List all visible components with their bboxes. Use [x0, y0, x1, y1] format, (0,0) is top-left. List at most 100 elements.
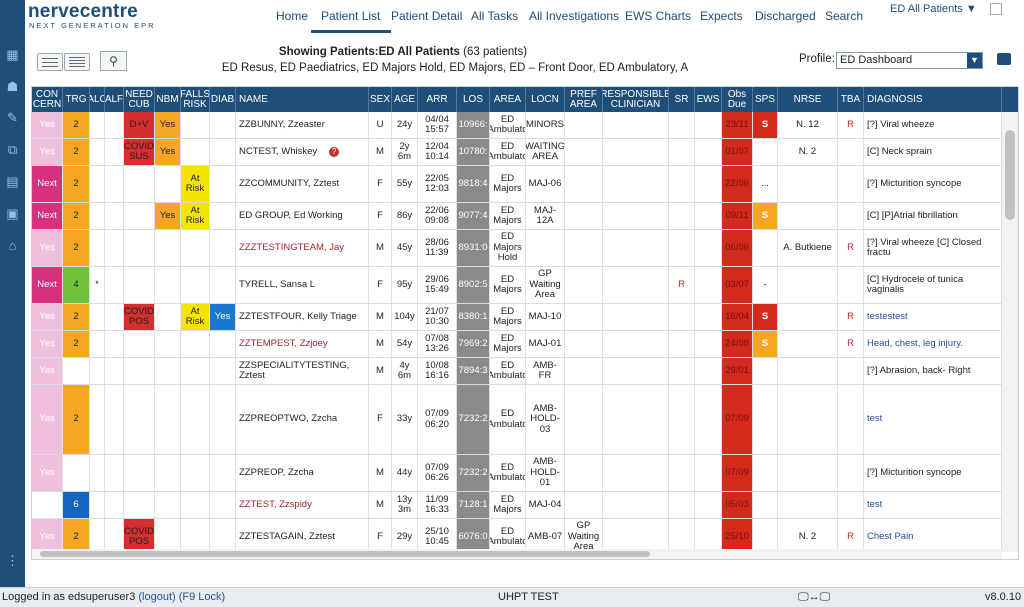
table-row[interactable]: Yes 2 COVID POS ZZTESTAGAIN, Zztest F 29y 25/1… — [32, 519, 1002, 552]
cell-name[interactable]: ED GROUP, Ed Working — [236, 203, 369, 229]
nav-ews-charts[interactable]: EWS Charts — [625, 9, 692, 23]
cell-concern: Yes — [32, 112, 63, 138]
horizontal-scrollbar[interactable] — [32, 549, 1002, 559]
col-header-nurse[interactable]: NRSE — [778, 87, 838, 112]
col-header-name[interactable]: NAME — [236, 87, 369, 112]
syringe-icon[interactable]: ✎ — [7, 110, 18, 125]
col-header-tba[interactable]: TBA — [838, 87, 864, 112]
cell-name[interactable]: ZZBUNNY, Zzeaster — [236, 112, 369, 138]
col-header-obs-due[interactable]: Obs Due — [722, 87, 753, 112]
nav-home[interactable]: Home — [276, 9, 309, 23]
cell-diab — [210, 492, 236, 518]
col-header-area[interactable]: AREA — [490, 87, 526, 112]
archive-icon[interactable]: ▤ — [6, 174, 19, 189]
cell-los: 10780: — [457, 139, 490, 165]
col-header-falls[interactable]: FALLS RISK — [181, 87, 210, 112]
cell-locn: WAITING AREA — [526, 139, 565, 165]
nav-patient-detail[interactable]: Patient Detail — [391, 9, 463, 23]
cell-obs-due: 05/03 — [722, 492, 753, 518]
cell-name[interactable]: ZZZTESTINGTEAM, Jay — [236, 230, 369, 266]
workflow-icon[interactable]: ⧉ — [7, 142, 18, 157]
profile-select[interactable]: ED Dashboard ▼ — [836, 52, 983, 69]
table-row[interactable]: Yes 2 D+V Yes ZZBUNNY, Zzeaster U 24y 04/04 15:… — [32, 112, 1002, 139]
table-row[interactable]: Next 2 At Risk ZZCOMMUNITY, Zztest F 55y 22/05… — [32, 166, 1002, 203]
cell-name[interactable]: NCTEST, Whiskey? — [236, 139, 369, 165]
bed-icon[interactable]: ⌂ — [8, 238, 17, 253]
col-header-diab[interactable]: DIAB — [210, 87, 236, 112]
col-header-locn[interactable]: LOCN — [526, 87, 565, 112]
table-row[interactable]: 6 ZZTEST, Zzspidy M 13y 3m 11/09 16:33 7128:1… — [32, 492, 1002, 519]
nav-patient-list[interactable]: Patient List — [321, 9, 381, 23]
logout-link[interactable]: (logout) — [138, 591, 176, 603]
col-header-los[interactable]: LOS — [457, 87, 490, 112]
cell-falls — [181, 230, 210, 266]
search-patients-button[interactable]: ⚲ — [100, 51, 127, 71]
nav-all-investigations[interactable]: All Investigations — [529, 9, 620, 23]
cell-ews — [695, 203, 722, 229]
cell-name[interactable]: ZZTESTFOUR, Kelly Triage — [236, 304, 369, 330]
users-icon[interactable]: ☗ — [6, 79, 19, 94]
location-selector[interactable]: ED All Patients ▼ — [890, 3, 977, 15]
view-list-button[interactable] — [64, 53, 90, 71]
table-row[interactable]: Yes 2 COVID POS At Risk Yes ZZTESTFOUR, Kelly… — [32, 304, 1002, 331]
lock-link[interactable]: (F9 Lock) — [178, 591, 226, 603]
cell-concern: Yes — [32, 385, 63, 454]
cell-name[interactable]: ZZTEST, Zzspidy — [236, 492, 369, 518]
table-row[interactable]: Next 4 * TYRELL, Sansa L F 95y 29/06 15:49 8902… — [32, 267, 1002, 304]
table-row[interactable]: Next 2 Yes At Risk ED GROUP, Ed Working F 86y 2… — [32, 203, 1002, 230]
cell-name[interactable]: ZZSPECIALITYTESTING, Zztest — [236, 358, 369, 384]
cell-name[interactable]: ZZTEMPEST, Zzjoey — [236, 331, 369, 357]
table-row[interactable]: Yes 2 ZZPREOPTWO, Zzcha F 33y 07/09 06:20 7232… — [32, 385, 1002, 455]
col-header-diagnosis[interactable]: DIAGNOSIS — [864, 87, 1002, 112]
cell-area: ED Ambulato — [490, 112, 526, 138]
col-header-alc[interactable]: ALC — [90, 87, 105, 112]
cell-arr: 21/07 10:30 — [418, 304, 457, 330]
table-row[interactable]: Yes ZZPREOP, Zzcha M 44y 07/09 06:26 7232:2 ED… — [32, 455, 1002, 492]
col-header-sex[interactable]: SEX — [369, 87, 392, 112]
table-row[interactable]: Yes 2 COVID SUS Yes NCTEST, Whiskey? M 2y 6m 12… — [32, 139, 1002, 166]
building-icon[interactable]: ▦ — [6, 47, 19, 62]
col-header-alf[interactable]: ALF — [105, 87, 124, 112]
cell-diab — [210, 267, 236, 303]
table-row[interactable]: Yes ZZSPECIALITYTESTING, Zztest M 4y 6m 10/0… — [32, 358, 1002, 385]
col-header-pref[interactable]: PREF AREA — [565, 87, 603, 112]
cell-name[interactable]: ZZPREOPTWO, Zzcha — [236, 385, 369, 454]
table-row[interactable]: Yes 2 ZZZTESTINGTEAM, Jay M 45y 28/06 11:39 89… — [32, 230, 1002, 267]
cell-name[interactable]: TYRELL, Sansa L — [236, 267, 369, 303]
clipboard-icon[interactable]: ▣ — [6, 206, 19, 221]
col-header-needcub[interactable]: NEED CUB — [124, 87, 155, 112]
nav-all-tasks[interactable]: All Tasks — [471, 9, 519, 23]
nav-discharged[interactable]: Discharged — [755, 9, 816, 23]
alert-icon[interactable]: ? — [329, 147, 340, 157]
restore-window-icon[interactable] — [990, 3, 1002, 15]
more-menu-icon[interactable]: ⋮ — [6, 553, 19, 568]
cell-needcub — [124, 166, 155, 202]
cell-locn: MINORS — [526, 112, 565, 138]
brand-tagline: NEXT GENERATION EPR — [29, 21, 156, 30]
printer-icon[interactable] — [997, 53, 1011, 65]
view-cards-button[interactable] — [37, 53, 63, 71]
cell-name[interactable]: ZZPREOP, Zzcha — [236, 455, 369, 491]
cell-name[interactable]: ZZTESTAGAIN, Zztest — [236, 519, 369, 552]
cell-alf — [105, 139, 124, 165]
nav-search[interactable]: Search — [825, 9, 864, 23]
col-header-nbm[interactable]: NBM — [155, 87, 181, 112]
col-header-concern[interactable]: CON CERN — [32, 87, 63, 112]
col-header-arr[interactable]: ARR — [418, 87, 457, 112]
table-row[interactable]: Yes 2 ZZTEMPEST, Zzjoey M 54y 07/08 13:26 7969… — [32, 331, 1002, 358]
vertical-scrollbar[interactable] — [1001, 112, 1018, 552]
nav-expects[interactable]: Expects — [700, 9, 743, 23]
col-header-trg[interactable]: TRG — [63, 87, 90, 112]
cell-nurse — [778, 304, 838, 330]
col-header-age[interactable]: AGE — [392, 87, 418, 112]
col-header-sps[interactable]: SPS — [753, 87, 778, 112]
cell-name[interactable]: ZZCOMMUNITY, Zztest — [236, 166, 369, 202]
col-header-sr[interactable]: SR — [669, 87, 695, 112]
cell-nbm — [155, 519, 181, 552]
cell-area: ED Majors — [490, 304, 526, 330]
cell-los: 7128:1 — [457, 492, 490, 518]
col-header-clinician[interactable]: RESPONSIBLE CLINICIAN — [603, 87, 669, 112]
col-header-ews[interactable]: EWS — [695, 87, 722, 112]
cell-age: 13y 3m — [392, 492, 418, 518]
cell-sex: F — [369, 385, 392, 454]
